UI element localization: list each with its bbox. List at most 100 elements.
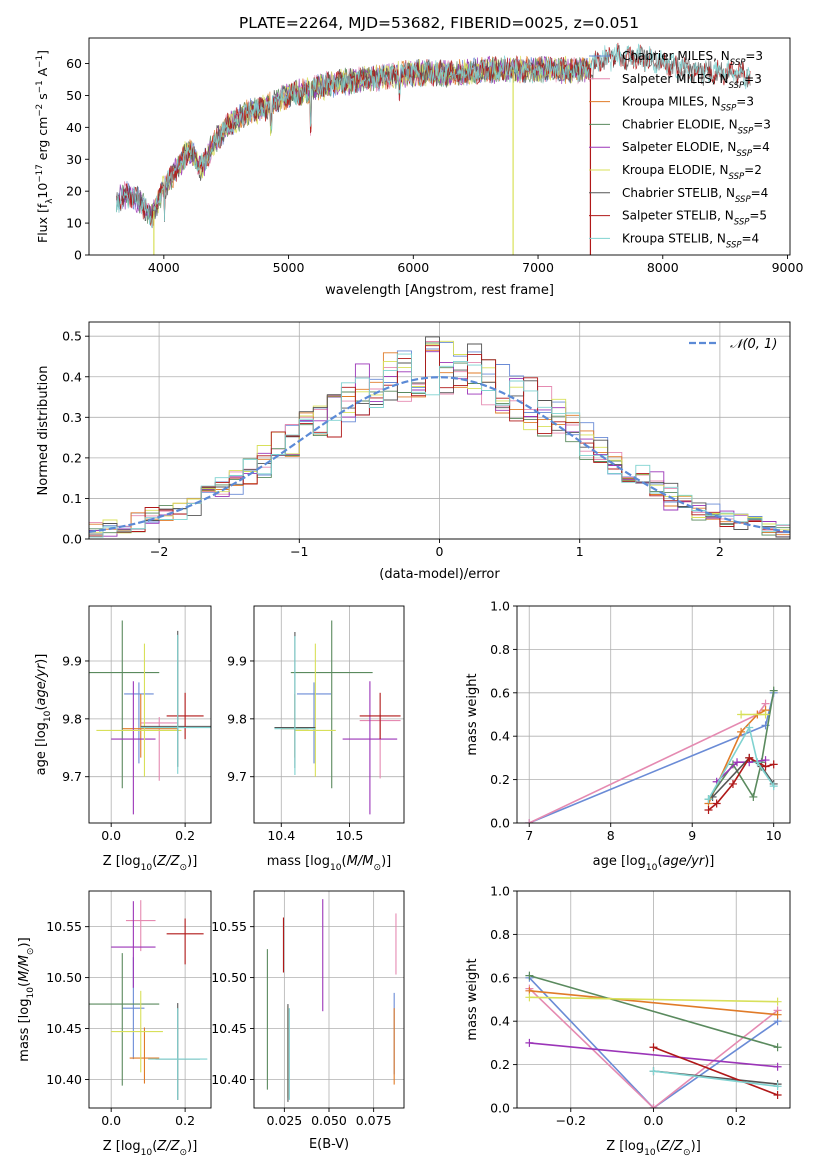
label-part: mass [log bbox=[267, 854, 330, 869]
weight-line bbox=[707, 709, 766, 804]
y-tick-label: 10.55 bbox=[46, 919, 82, 934]
weight-line bbox=[707, 725, 775, 800]
label-part: ⊙ bbox=[180, 1148, 188, 1158]
label-part: M/M bbox=[17, 955, 32, 982]
y-tick-label: 0.4 bbox=[490, 1014, 510, 1029]
legend-label: Chabrier ELODIE, NSSP=3 bbox=[622, 117, 771, 136]
x-tick-label: 0.2 bbox=[175, 828, 195, 843]
panel-spectrum: 4000 5000 6000 7000 8000 9000 0 10 20 30 40 50 60 Flu… bbox=[35, 37, 803, 298]
label-part: −17 bbox=[35, 164, 45, 182]
plot-area bbox=[525, 971, 782, 1108]
y-tick-label: 0.5 bbox=[62, 329, 82, 344]
y-tick-label: 9.8 bbox=[62, 711, 82, 726]
label-part: 10 bbox=[646, 863, 658, 873]
legend-sub: SSP bbox=[726, 240, 742, 250]
weight-marker bbox=[769, 760, 778, 769]
weight-line bbox=[529, 990, 778, 1016]
legend-label: Chabrier STELIB, NSSP=4 bbox=[622, 186, 768, 205]
legend-sub: SSP bbox=[736, 149, 752, 159]
y-tick-label: 0.0 bbox=[62, 532, 82, 547]
weight-line bbox=[528, 977, 779, 1108]
weight-marker bbox=[649, 1043, 658, 1052]
x-tick-label: 2 bbox=[716, 544, 724, 559]
label-part: mass [log bbox=[17, 999, 32, 1062]
legend-suffix: =3 bbox=[745, 49, 763, 63]
weight-marker bbox=[745, 723, 754, 732]
y-tick-label: 0.8 bbox=[490, 927, 510, 942]
y-tick-label: 9.7 bbox=[62, 769, 82, 784]
label-part: Z/Z bbox=[156, 854, 180, 869]
y-tick-label: 1.0 bbox=[490, 884, 510, 899]
label-part: Flux [f bbox=[35, 203, 50, 243]
label-part: erg cm bbox=[35, 117, 50, 165]
label-part: ] bbox=[35, 50, 50, 55]
x-tick-label: 10.4 bbox=[267, 828, 295, 843]
label-part: age/yr bbox=[34, 662, 49, 705]
y-axis-label: Normed distribution bbox=[36, 366, 51, 496]
y-tick-label: 10 bbox=[66, 216, 82, 231]
weight-marker bbox=[704, 795, 713, 804]
x-tick-label: 9 bbox=[688, 828, 696, 843]
panel-weight_vs_Z: −0.2 0.0 0.2 0.0 0.2 0.4 0.6 0.8 1.0 Z [log10(Z/Z… bbox=[465, 884, 791, 1158]
x-tick-label: 10 bbox=[766, 828, 782, 843]
x-tick-label: 0.075 bbox=[356, 1113, 392, 1128]
x-axis-label: Z [log10(Z/Z⊙)] bbox=[103, 1139, 198, 1158]
x-tick-label: 7 bbox=[525, 828, 533, 843]
legend-sub: SSP bbox=[721, 104, 737, 114]
y-tick-label: 9.9 bbox=[62, 653, 82, 668]
y-axis-label: mass [log10(M/M⊙)] bbox=[17, 937, 36, 1061]
weight-marker bbox=[525, 1038, 534, 1047]
axes: 0.025 0.050 0.075 10.40 10.45 10.50 10.55 E(B-V… bbox=[211, 890, 405, 1152]
spectrum-line bbox=[116, 43, 751, 229]
legend-sub: SSP bbox=[738, 126, 754, 136]
axes: 10.4 10.5 9.7 9.8 9.9 mass [log10(M/M⊙)] bbox=[227, 605, 405, 873]
x-axis-label: mass [log10(M/M⊙)] bbox=[267, 854, 391, 873]
y-tick-label: 60 bbox=[66, 56, 82, 71]
label-part: ( bbox=[657, 854, 662, 869]
weight-marker bbox=[728, 779, 737, 788]
legend-suffix: =5 bbox=[749, 209, 767, 223]
label-part: ⊙ bbox=[683, 1148, 691, 1158]
label-part: 10 bbox=[141, 1148, 153, 1158]
label-part: Z/Z bbox=[156, 1139, 180, 1154]
y-tick-label: 0.0 bbox=[490, 1101, 510, 1116]
y-tick-label: 10.50 bbox=[46, 970, 82, 985]
y-tick-label: 0.8 bbox=[490, 642, 510, 657]
label-part: Z [log bbox=[103, 854, 141, 869]
panel-mass_vs_EBV: 0.025 0.050 0.075 10.40 10.45 10.50 10.55 E(B-V… bbox=[211, 890, 405, 1152]
legend-text: Kroupa ELODIE, N bbox=[622, 163, 729, 177]
y-tick-label: 40 bbox=[66, 120, 82, 135]
x-tick-label: 0.050 bbox=[311, 1113, 347, 1128]
weight-line bbox=[529, 996, 778, 1003]
label-part: age [log bbox=[34, 722, 49, 775]
x-tick-label: 4000 bbox=[148, 260, 180, 275]
y-tick-label: 0.6 bbox=[490, 970, 510, 985]
x-tick-label: −1 bbox=[290, 544, 308, 559]
legend-label: Chabrier MILES, NSSP=3 bbox=[622, 49, 763, 68]
label-part: ( bbox=[656, 1139, 661, 1154]
legend-suffix: =2 bbox=[744, 163, 762, 177]
y-axis-label: mass weight bbox=[465, 958, 480, 1040]
label-part: age [log bbox=[593, 854, 646, 869]
label-part: )] bbox=[187, 1139, 197, 1154]
weight-marker bbox=[525, 971, 534, 980]
y-tick-label: 10.50 bbox=[211, 970, 247, 985]
label-part: ( bbox=[34, 705, 49, 710]
y-tick-label: 0.2 bbox=[62, 450, 82, 465]
label-part: )] bbox=[704, 854, 714, 869]
y-tick-label: 30 bbox=[66, 152, 82, 167]
y-tick-label: 0.1 bbox=[62, 491, 82, 506]
x-axis-label: Z [log10(Z/Z⊙)] bbox=[103, 854, 198, 873]
legend-label: Salpeter MILES, NSSP=3 bbox=[622, 72, 762, 91]
y-tick-label: 0 bbox=[74, 248, 82, 263]
y-tick-label: 0.2 bbox=[490, 772, 510, 787]
weight-marker bbox=[769, 782, 778, 791]
label-part: M/M bbox=[347, 854, 374, 869]
y-tick-label: 0.4 bbox=[490, 729, 510, 744]
label-part: A bbox=[35, 67, 50, 80]
panel-residuals: −2 −1 0 1 2 0.0 0.1 0.2 0.3 0.4 0.5 𝒩(0, 1) Normed d… bbox=[36, 321, 791, 582]
label-part: )] bbox=[381, 854, 391, 869]
weight-marker bbox=[649, 1104, 658, 1108]
